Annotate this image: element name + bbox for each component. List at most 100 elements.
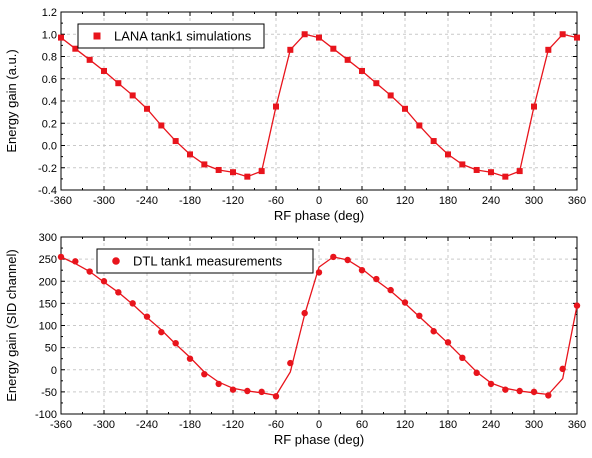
data-point [330, 45, 337, 52]
data-point [344, 56, 351, 63]
data-point [545, 392, 552, 399]
data-point [430, 138, 437, 145]
x-tick-label: 180 [439, 419, 457, 431]
legend-marker [112, 257, 120, 265]
x-tick-label: -360 [50, 419, 72, 431]
x-tick-label: 0 [316, 419, 322, 431]
data-point [459, 354, 466, 362]
y-tick-label: 200 [39, 276, 57, 288]
data-point [244, 387, 251, 395]
data-point [559, 365, 566, 373]
data-point [502, 386, 509, 393]
data-point [158, 122, 165, 129]
x-tick-label: 360 [568, 195, 586, 207]
y-tick-label: 100 [39, 321, 57, 333]
data-point [129, 300, 136, 307]
data-point [573, 302, 581, 309]
y-axis-label: Energy gain (a.u.) [4, 49, 19, 152]
y-axis-label: Energy gain (SID channel) [4, 249, 19, 401]
data-point [287, 359, 294, 367]
x-tick-label: 0 [316, 195, 322, 207]
x-tick-label: 60 [356, 195, 368, 207]
data-point [229, 386, 237, 393]
x-tick-label: 300 [525, 195, 543, 207]
x-axis-label: RF phase (deg) [274, 432, 364, 447]
x-tick-label: 300 [525, 419, 543, 431]
y-tick-label: 0.6 [42, 74, 57, 86]
data-point [401, 299, 409, 306]
y-tick-label: 0 [51, 365, 57, 377]
data-point [72, 258, 79, 265]
data-point [215, 166, 222, 173]
legend-marker [93, 32, 101, 40]
data-point [487, 380, 495, 388]
data-point [158, 328, 165, 336]
x-tick-label: 120 [396, 419, 414, 431]
data-point [58, 34, 64, 41]
x-tick-label: 60 [356, 419, 368, 431]
x-tick-label: -180 [179, 419, 201, 431]
data-point [330, 253, 337, 261]
x-tick-label: 240 [482, 195, 500, 207]
data-point [172, 340, 179, 347]
data-point [129, 92, 136, 99]
data-point [473, 166, 480, 173]
data-point [359, 67, 365, 74]
y-tick-label: 150 [39, 298, 57, 310]
data-point [402, 105, 408, 112]
data-point [172, 138, 179, 145]
y-tick-label: -100 [35, 409, 57, 421]
data-point [100, 278, 108, 285]
data-point [301, 31, 308, 38]
data-point [215, 380, 222, 388]
legend-label: LANA tank1 simulations [114, 29, 252, 44]
data-point [488, 169, 494, 176]
legend-box [77, 23, 265, 49]
data-point [72, 45, 79, 52]
y-tick-label: 0.8 [42, 52, 57, 64]
data-point [230, 169, 236, 176]
data-point [187, 151, 193, 158]
legend-box [96, 248, 314, 274]
data-point [244, 173, 251, 180]
data-point [316, 34, 322, 41]
x-tick-label: -300 [93, 419, 115, 431]
y-tick-label: 300 [39, 232, 57, 244]
data-point [444, 339, 452, 346]
data-point [531, 103, 537, 110]
x-tick-label: -240 [136, 195, 158, 207]
chart-panel-1: -360 -300 -240 -180 -120 -60 0 60 120 180 240 300 36… [4, 7, 586, 223]
data-point [287, 46, 294, 53]
data-point [373, 80, 380, 87]
y-tick-label: 1.0 [42, 29, 57, 41]
x-tick-label: -120 [222, 195, 244, 207]
x-axis-label: RF phase (deg) [274, 208, 364, 223]
x-tick-label: -180 [179, 195, 201, 207]
data-point [430, 328, 437, 335]
data-point [344, 256, 351, 264]
data-point [530, 388, 538, 396]
x-tick-label: -60 [268, 419, 284, 431]
data-point [545, 46, 552, 53]
data-point [502, 173, 509, 180]
data-point [115, 80, 122, 87]
data-point [101, 67, 107, 74]
x-tick-label: -60 [268, 195, 284, 207]
data-point [473, 369, 480, 377]
data-point [387, 286, 394, 294]
data-point [258, 168, 265, 175]
data-point [516, 387, 523, 395]
y-tick-label: 1.2 [42, 7, 57, 19]
series-line [60, 256, 578, 397]
data-point [301, 309, 308, 317]
data-point [559, 31, 566, 38]
x-tick-label: 120 [396, 195, 414, 207]
data-point [273, 103, 279, 110]
x-tick-label: -120 [222, 419, 244, 431]
y-tick-label: 0.0 [42, 141, 57, 153]
x-tick-label: -360 [50, 195, 72, 207]
data-point [258, 388, 265, 396]
x-tick-label: 180 [439, 195, 457, 207]
